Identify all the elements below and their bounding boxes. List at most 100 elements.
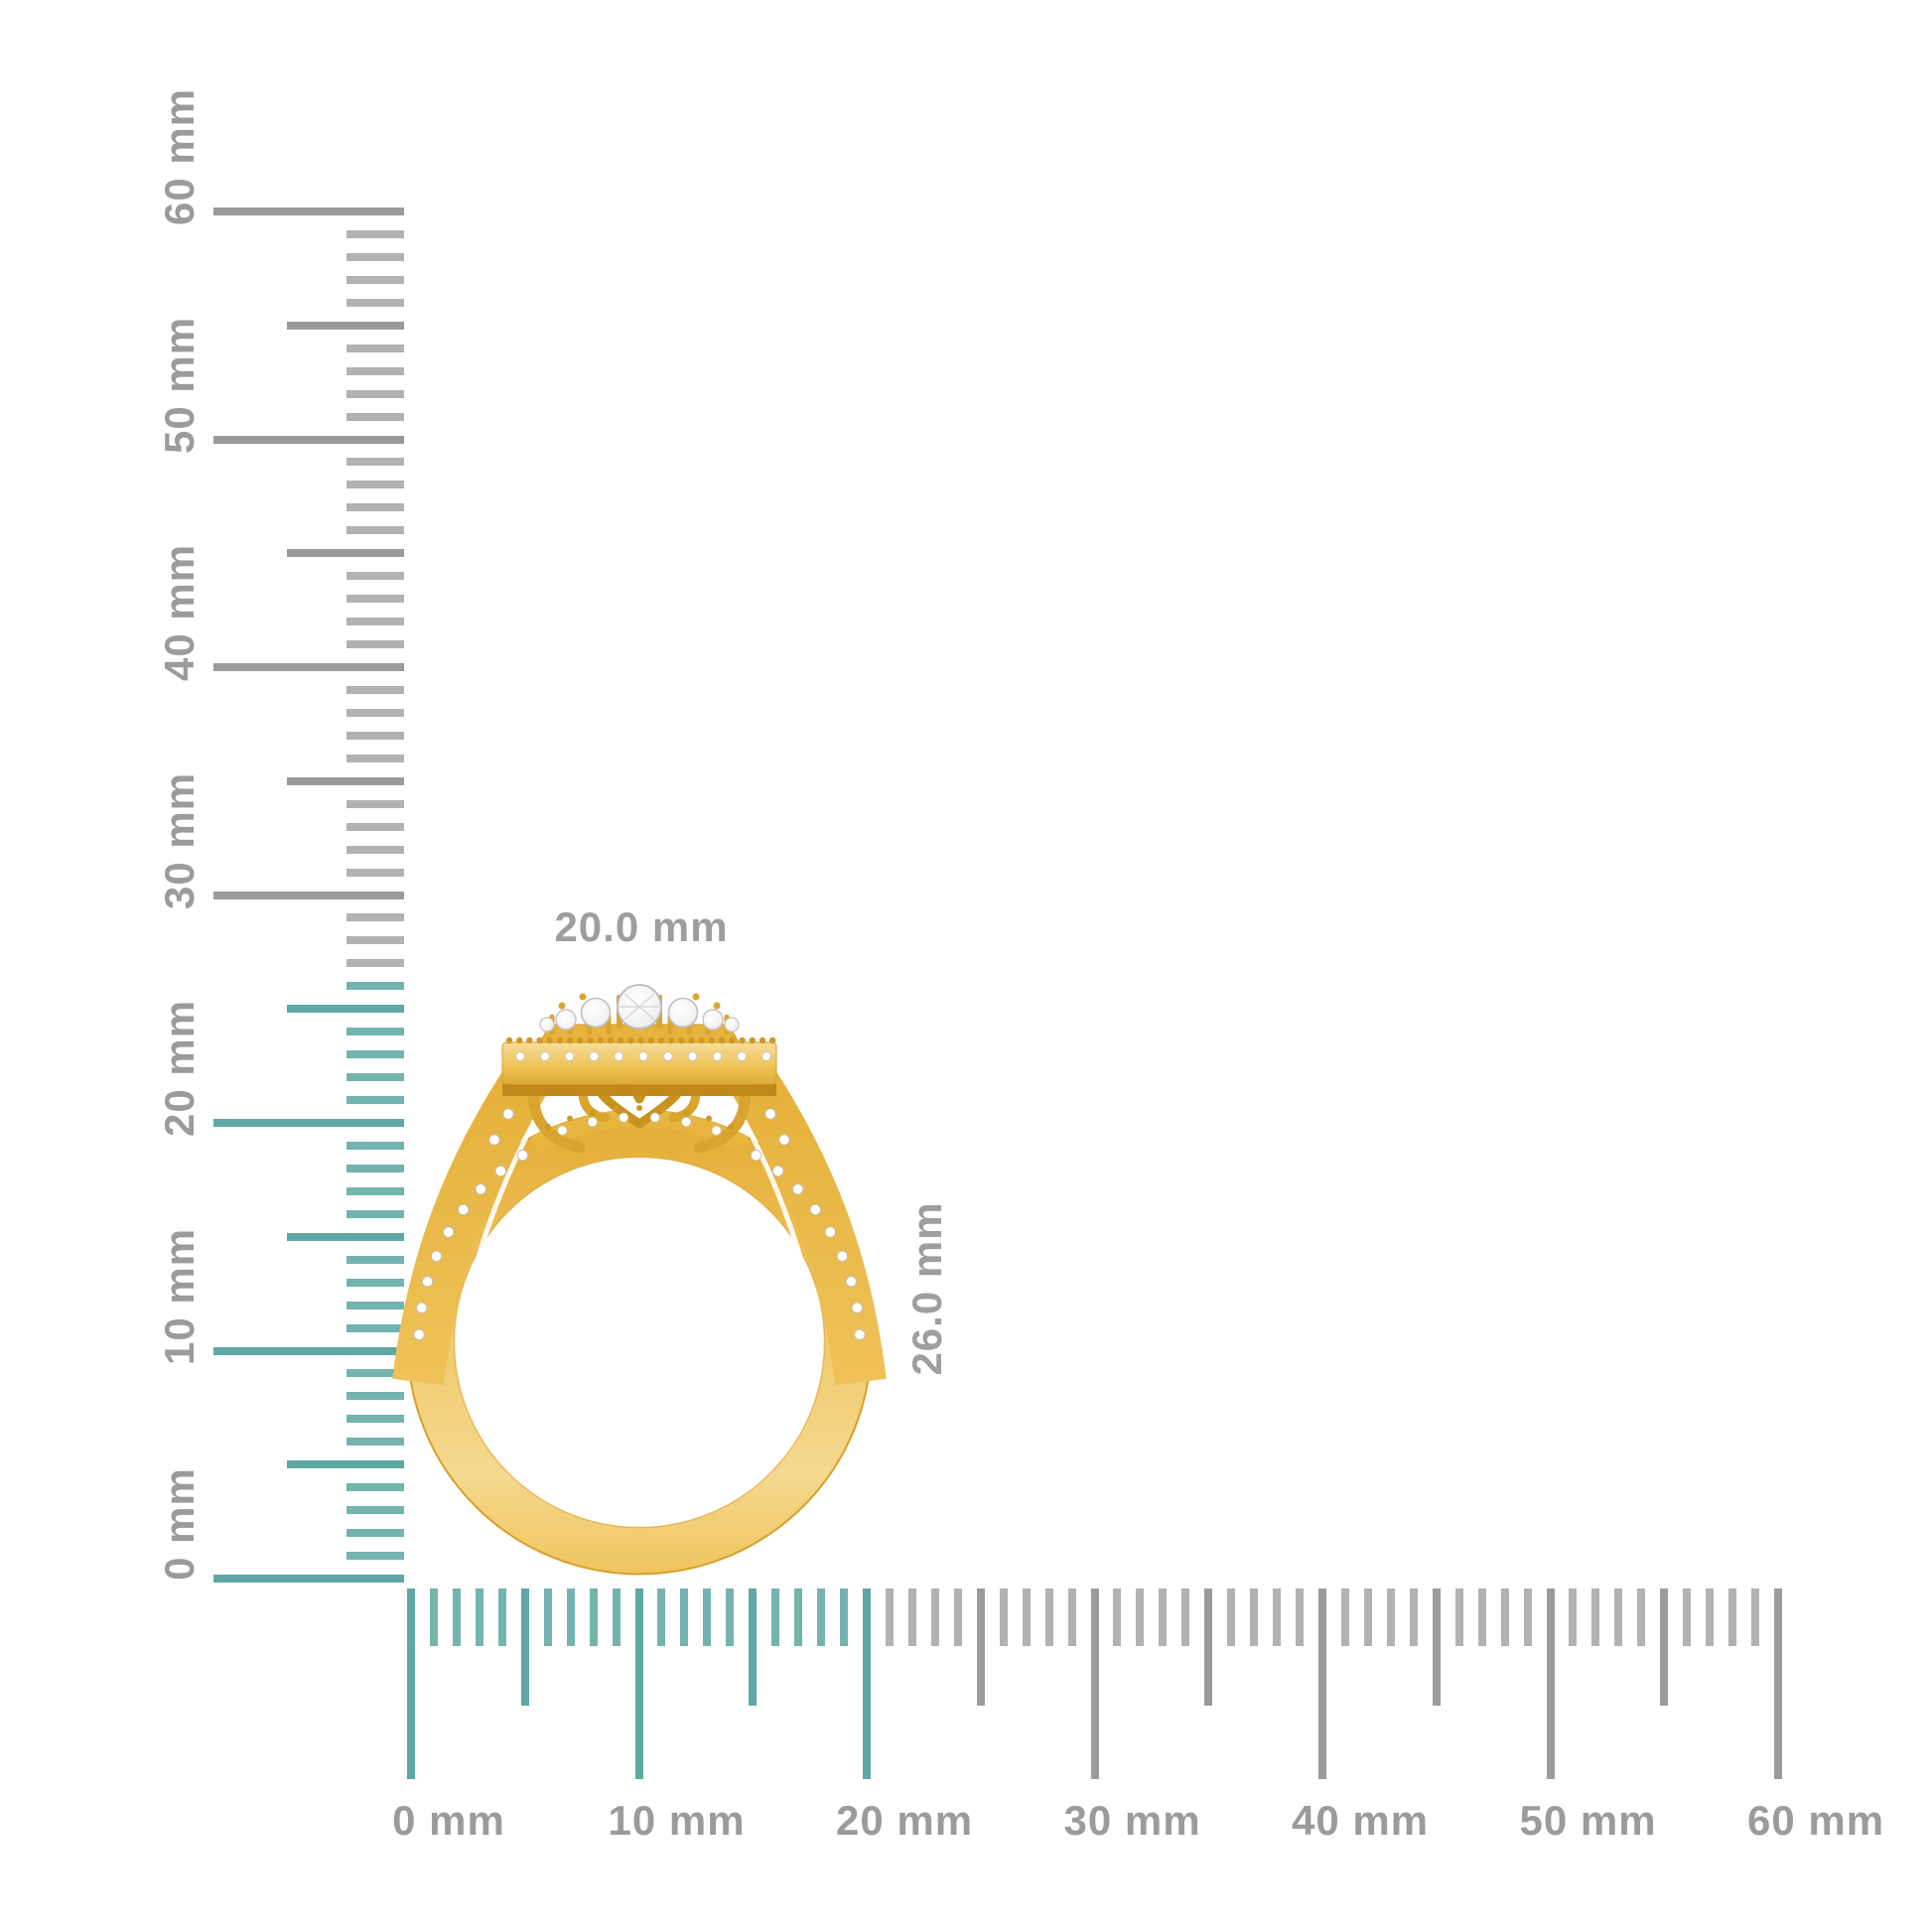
shank-accent-diamond: [430, 1250, 443, 1262]
ruler-tick: [346, 572, 404, 581]
ruler-tick: [346, 389, 404, 398]
center-diamond: [617, 984, 662, 1030]
pave-diamond: [619, 1112, 629, 1123]
ruler-tick: [287, 1232, 404, 1241]
milgrain-bead: [659, 1106, 666, 1113]
ruler-tick: [346, 1164, 404, 1173]
milgrain-bead: [719, 1036, 726, 1044]
pave-diamond: [737, 1051, 747, 1061]
ruler-tick-label: 30 mm: [1063, 1797, 1201, 1844]
ruler-tick: [1340, 1588, 1349, 1646]
milgrain-bead: [759, 1036, 766, 1044]
milgrain-bead: [708, 1036, 716, 1044]
ruler-tick: [346, 754, 404, 762]
ruler-tick: [543, 1588, 552, 1646]
ring-shoulders: [392, 1067, 887, 1386]
ruler-tick: [1706, 1588, 1715, 1646]
ruler-tick: [452, 1588, 461, 1646]
milgrain-bead: [546, 1036, 553, 1044]
ruler-tick: [1569, 1588, 1578, 1646]
prong: [549, 1015, 555, 1035]
ruler-tick: [612, 1588, 621, 1646]
shank-accent-diamond: [845, 1276, 858, 1288]
pave-diamond: [614, 1051, 623, 1061]
ruler-tick: [287, 321, 404, 330]
shank-accent-diamond: [502, 1108, 514, 1120]
ruler-tick: [1728, 1588, 1737, 1646]
shank-accent-diamond: [854, 1328, 866, 1340]
milgrain-bead: [597, 1036, 604, 1044]
ruler-tick: [1432, 1588, 1441, 1706]
milgrain-bead: [749, 1036, 756, 1044]
ruler-tick: [680, 1588, 689, 1646]
ruler-tick: [1227, 1588, 1236, 1646]
ring-gallery-wires: [527, 1080, 752, 1154]
prong-tip: [692, 993, 700, 1001]
ruler-tick: [213, 1575, 404, 1583]
ruler-tick-label: 50 mm: [156, 316, 203, 454]
pave-diamond: [681, 1117, 692, 1128]
ruler-tick: [1386, 1588, 1395, 1646]
ruler-tick-label: 50 mm: [1519, 1797, 1657, 1844]
pave-diamond: [662, 1051, 673, 1061]
shank-accent-diamond: [421, 1276, 434, 1288]
prong-tip: [579, 993, 587, 1001]
ruler-tick: [749, 1588, 758, 1706]
prong: [667, 1015, 673, 1035]
ruler-tick: [346, 1415, 404, 1424]
pave-diamond: [649, 1112, 660, 1123]
ruler-tick: [930, 1588, 939, 1646]
ruler-tick: [1044, 1588, 1053, 1646]
ruler-tick: [634, 1588, 643, 1779]
ruler-tick: [771, 1588, 780, 1646]
prong-tip: [713, 1002, 721, 1010]
ruler-tick: [346, 1323, 404, 1332]
ruler-tick: [1546, 1588, 1555, 1779]
shank-accent-diamond: [443, 1226, 455, 1238]
ruler-tick-label: 60 mm: [1746, 1797, 1885, 1844]
ruler-tick: [1136, 1588, 1145, 1646]
ruler-tick: [287, 1460, 404, 1469]
ruler-tick: [346, 458, 404, 467]
shank-accent-diamond: [494, 1165, 506, 1177]
ruler-tick: [346, 936, 404, 945]
pave-diamond: [587, 1117, 598, 1128]
ruler-tick: [999, 1588, 1008, 1646]
milgrain-bead: [698, 1036, 705, 1044]
milgrain-bead: [589, 1109, 596, 1116]
milgrain-bead: [739, 1036, 746, 1044]
pave-diamond: [638, 1051, 648, 1061]
ruler-tick: [1113, 1588, 1122, 1646]
ruler-tick-label: 0 mm: [392, 1797, 505, 1844]
milgrain-bead: [729, 1036, 736, 1044]
pave-diamond: [711, 1125, 722, 1136]
milgrain-bead: [683, 1109, 690, 1116]
ruler-tick: [346, 868, 404, 877]
ruler-tick: [346, 959, 404, 968]
ruler-tick: [346, 708, 404, 717]
ruler-tick: [1090, 1588, 1099, 1779]
milgrain-bead: [567, 1115, 573, 1122]
pave-diamond: [515, 1051, 525, 1061]
milgrain-bead: [536, 1036, 543, 1044]
ruler-tick-label: 0 mm: [156, 1467, 203, 1581]
ruler-tick: [346, 1255, 404, 1264]
ruler-tick: [407, 1588, 415, 1779]
ring-halo-bar: [501, 1024, 777, 1096]
milgrain-bead: [706, 1115, 712, 1122]
shank-accent-diamond: [488, 1134, 500, 1146]
ruler-tick: [657, 1588, 666, 1646]
prong: [568, 1015, 574, 1035]
ruler-tick: [840, 1588, 849, 1646]
ruler-tick: [1637, 1588, 1646, 1646]
ruler-tick: [475, 1588, 483, 1646]
ruler-tick: [346, 481, 404, 489]
milgrain-bead: [505, 1036, 513, 1044]
milgrain-bead: [668, 1036, 675, 1044]
ruler-tick: [346, 595, 404, 604]
shank-accent-diamond: [764, 1108, 776, 1120]
ruler-tick: [589, 1588, 598, 1646]
ruler-tick: [1296, 1588, 1305, 1646]
ruler-tick: [1022, 1588, 1031, 1646]
